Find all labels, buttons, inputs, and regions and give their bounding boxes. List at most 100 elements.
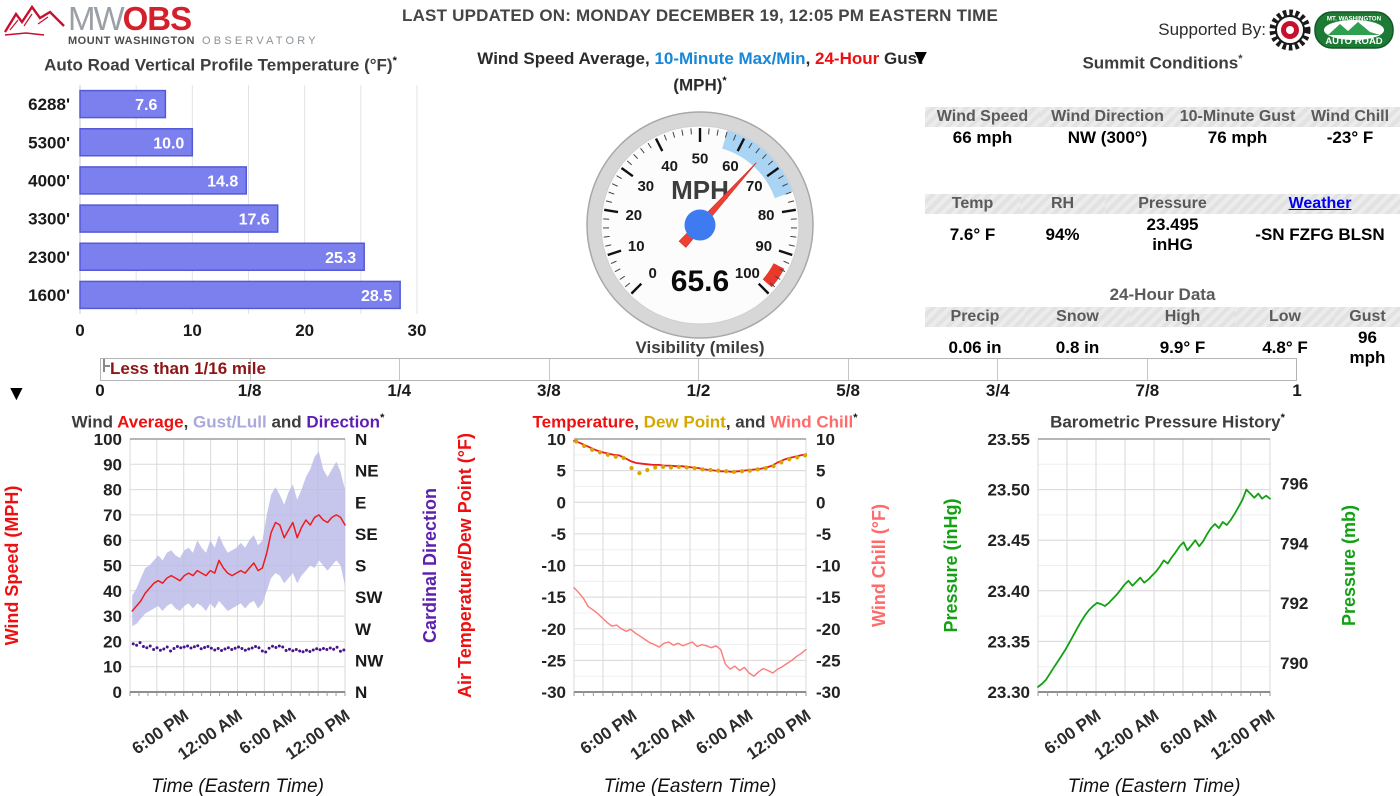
x-tick-label: 12:00 PM — [743, 705, 814, 763]
gauge-tick-label: 50 — [692, 150, 709, 167]
wind-history-title: Wind Average, Gust/Lull and Direction* — [2, 407, 454, 434]
title-part: Direction — [306, 412, 381, 432]
table-value-cell: 4.8° F — [1262, 338, 1308, 358]
table-value-cell: 66 mph — [952, 127, 1013, 147]
y-tick-left: 23.50 — [987, 480, 1030, 499]
visibility-tick-label: 0 — [95, 381, 105, 400]
summit-conditions-panel: Summit Conditions* Wind Speed Wind Direct… — [925, 48, 1400, 368]
wind-gauge-panel: Wind Speed Average, 10-Minute Max/Min, 2… — [465, 46, 935, 343]
logo-obs: OBS — [122, 0, 193, 37]
x-tick-label: 12:00 AM — [1091, 705, 1163, 763]
title-part: Dew Point — [643, 412, 726, 432]
title-part: Barometric Pressure History — [1050, 412, 1281, 432]
table-header-cell: Precip — [925, 307, 1025, 328]
table-value-cell: 0.06 in — [948, 338, 1002, 358]
vertical-profile-title: Auto Road Vertical Profile Temperature (… — [8, 50, 433, 77]
y-tick-right: -30 — [816, 683, 841, 702]
y-tick-left: 30 — [103, 607, 122, 626]
scroll-left-triangle-icon[interactable]: ▼ — [6, 382, 27, 405]
temp-rh-pressure-table: Temp RH Pressure Weather 7.6° F 94% 23.495 inH… — [925, 194, 1400, 255]
visibility-tick-label: 1/4 — [387, 381, 412, 400]
table-header-cell: Gust — [1335, 307, 1400, 328]
gridlines — [1037, 438, 1271, 693]
title-part: Wind — [71, 412, 118, 432]
visibility-tick-label: 7/8 — [1135, 381, 1160, 400]
mwobs-logo[interactable]: MWOBS MOUNT WASHINGTON OBSERVATORY — [4, 2, 319, 47]
auto-road-logo[interactable]: MT. WASHINGTON AUTO ROAD — [1314, 11, 1394, 49]
x-tick-label: 12:00 AM — [627, 705, 699, 763]
temperature-bar — [79, 89, 167, 118]
y-tick-right: 796 — [1280, 474, 1308, 493]
y-axis-label-right: Cardinal Direction — [420, 488, 440, 643]
y-tick-left: -25 — [541, 651, 566, 670]
bar-value-label: 10.0 — [153, 135, 184, 152]
y-tick-left: 50 — [103, 556, 122, 575]
table-header-cell: Weather — [1240, 194, 1400, 215]
ten-minute-range-arc — [721, 130, 793, 199]
visibility-cell — [997, 359, 1147, 380]
y-tick-left: 10 — [103, 657, 122, 676]
y-axis-label-left: Air Temperature/Dew Point (°F) — [455, 434, 475, 698]
cog-railway-logo[interactable] — [1268, 8, 1312, 52]
summit-conditions-title: Summit Conditions* — [1082, 53, 1243, 73]
logo-mw: MW — [68, 0, 125, 37]
table-value-cell: 7.6° F — [949, 224, 996, 244]
visibility-tick-label: 1 — [1292, 381, 1302, 400]
table-value-cell: 23.495 inHG — [1146, 215, 1199, 254]
y-tick-right: -10 — [816, 556, 841, 575]
y-tick-right: 794 — [1280, 534, 1309, 553]
pressure-history-title: Barometric Pressure History* — [935, 407, 1400, 434]
y-tick-right: E — [355, 493, 366, 512]
bar-x-tick: 30 — [408, 321, 427, 340]
visibility-cell — [698, 359, 848, 380]
gauge-title-line1: Wind Speed Average, 10-Minute Max/Min, 2… — [465, 48, 935, 70]
y-tick-right: S — [355, 556, 366, 575]
y-tick-left: -20 — [541, 619, 566, 638]
title-part: and — [266, 412, 307, 432]
temperature-bar — [79, 165, 248, 195]
auto-road-text-top: MT. WASHINGTON — [1327, 16, 1382, 23]
y-tick-left: 23.30 — [987, 683, 1030, 702]
table-header-row: Precip Snow High Low Gust — [925, 307, 1400, 328]
gauge-value: 65.6 — [671, 265, 729, 298]
gauge-ticks — [603, 127, 797, 295]
y-axis-label-right: Pressure (mb) — [1339, 505, 1359, 626]
supported-by: Supported By: MT. WASHINGTON AUTO ROAD — [1158, 8, 1394, 52]
title-part: Wind Speed Average, — [477, 49, 655, 68]
24-hour-gust-mark — [762, 262, 785, 287]
collapse-triangle-icon[interactable]: ▼ — [910, 46, 931, 69]
auto-road-text-bottom: AUTO ROAD — [1325, 36, 1382, 47]
title-part: Gust — [879, 49, 923, 68]
gauge-tick-label: 10 — [628, 238, 645, 255]
y-tick-right: 790 — [1280, 654, 1308, 673]
table-header-cell: Pressure — [1105, 194, 1240, 215]
y-tick-left: 20 — [103, 632, 122, 651]
24-hour-data-table: Precip Snow High Low Gust 0.06 in 0.8 in 9.9° F… — [925, 307, 1400, 368]
y-tick-left: -5 — [551, 525, 566, 544]
y-tick-left: 70 — [103, 506, 122, 525]
y-tick-right: -15 — [816, 588, 841, 607]
weather-link[interactable]: Weather — [1288, 195, 1352, 213]
temperature-bar — [79, 280, 401, 309]
title-part: , — [183, 412, 194, 432]
y-tick-left: -30 — [541, 683, 566, 702]
bar-value-label: 14.8 — [207, 173, 238, 190]
gauge-tick-label: 100 — [735, 265, 760, 282]
elevation-label: 2300' — [28, 247, 70, 266]
gauge-tick-label: 0 — [648, 265, 656, 282]
table-value-cell: 94% — [1045, 224, 1080, 244]
table-header-cell: High — [1130, 307, 1235, 328]
y-tick-left: 60 — [103, 531, 122, 550]
y-tick-right: -25 — [816, 651, 841, 670]
title-part: * — [380, 412, 385, 424]
visibility-tick-label: 1/8 — [237, 381, 262, 400]
y-tick-right: SW — [355, 588, 383, 607]
visibility-cell — [1146, 359, 1297, 380]
y-tick-right: W — [355, 619, 372, 638]
title-part: , — [805, 49, 816, 68]
visibility-title: Visibility (miles) — [635, 338, 765, 357]
logo-line2: OBSERVATORY — [202, 35, 319, 47]
temperature-bar — [79, 203, 279, 233]
